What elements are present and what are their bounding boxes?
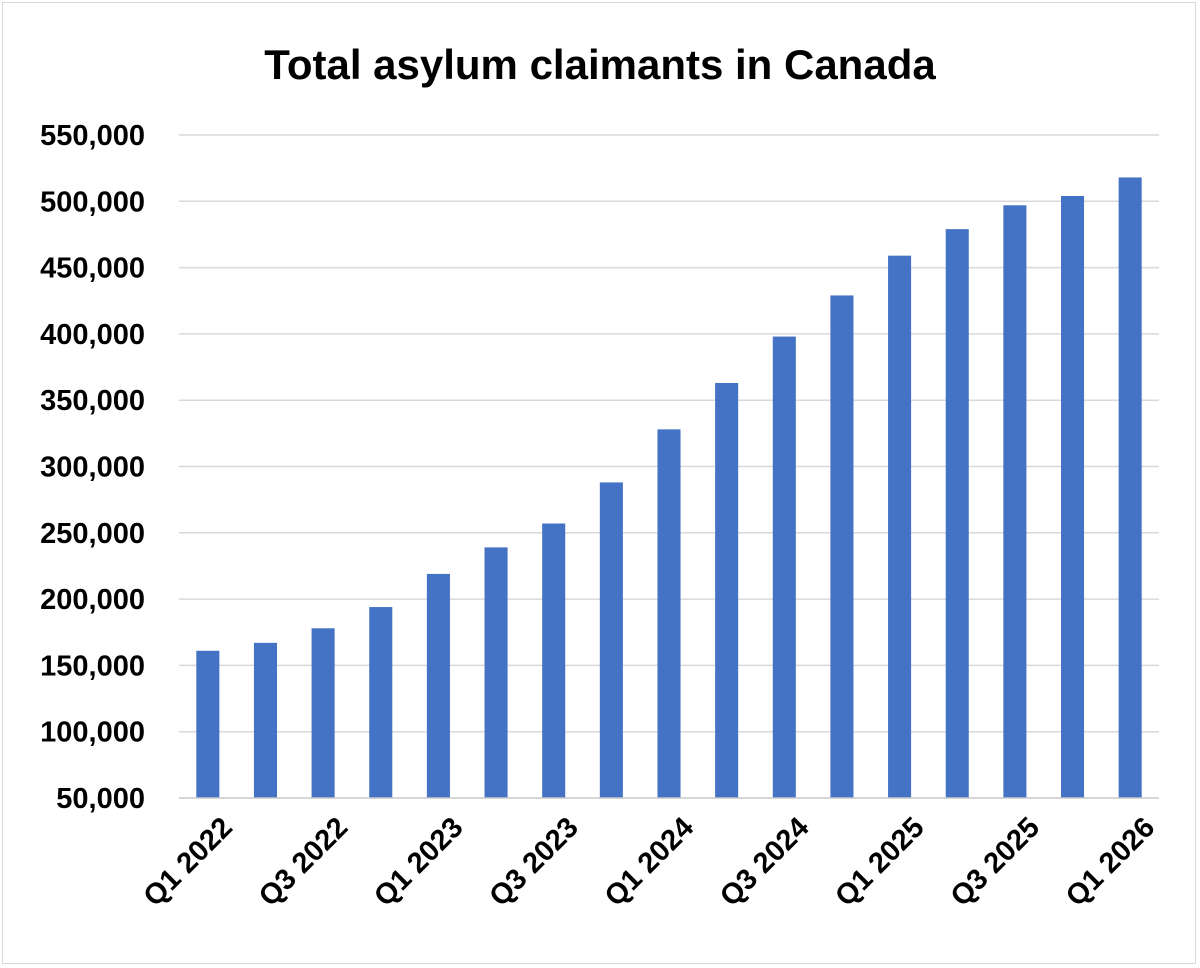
bar-q4-2025 [1061, 195, 1085, 799]
y-tick-label: 550,000 [40, 120, 145, 152]
y-tick-label: 350,000 [40, 385, 145, 417]
x-axis-ticks: Q1 2022 Q3 2022 Q1 2023 Q3 2023 Q1 2024 Q3 20… [138, 811, 1162, 912]
bar-q3-2023 [542, 523, 566, 798]
bars [196, 177, 1142, 799]
bar-q2-2025 [945, 229, 969, 798]
bar-q1-2022 [196, 650, 220, 798]
bar-q2-2022 [253, 642, 277, 798]
bar-q1-2025 [888, 255, 912, 798]
bar-q3-2024 [772, 336, 796, 798]
bar-q3-2025 [1003, 205, 1027, 798]
bar-q1-2026 [1118, 177, 1142, 798]
bar-q4-2023 [599, 482, 623, 798]
x-tick-label: Q1 2024 [599, 811, 700, 912]
x-tick-label: Q1 2022 [138, 811, 239, 912]
y-tick-label: 300,000 [40, 452, 145, 484]
x-tick-label: Q1 2023 [368, 811, 469, 912]
y-axis-ticks: 50,000 100,000 150,000 200,000 250,000 300,00… [40, 120, 145, 815]
x-tick-label: Q3 2023 [483, 811, 584, 912]
y-tick-label: 200,000 [40, 584, 145, 616]
y-tick-label: 100,000 [40, 717, 145, 749]
bar-q4-2022 [369, 607, 393, 798]
y-tick-label: 500,000 [40, 186, 145, 218]
y-tick-label: 150,000 [40, 650, 145, 682]
x-tick-label: Q3 2024 [714, 811, 815, 912]
x-tick-label: Q3 2025 [945, 811, 1046, 912]
y-tick-label: 250,000 [40, 518, 145, 550]
bar-q2-2024 [715, 382, 739, 798]
y-tick-label: 400,000 [40, 319, 145, 351]
x-tick-label: Q1 2026 [1060, 811, 1161, 912]
bar-q1-2024 [657, 429, 681, 798]
bar-chart: Total asylum claimants in Canada 50,000 1… [40, 41, 1162, 913]
bar-q3-2022 [311, 628, 335, 798]
bar-q4-2024 [830, 295, 854, 798]
x-tick-label: Q1 2025 [829, 811, 930, 912]
x-tick-label: Q3 2022 [253, 811, 354, 912]
y-tick-label: 50,000 [56, 783, 145, 815]
bar-q1-2023 [426, 573, 450, 798]
chart-title: Total asylum claimants in Canada [264, 41, 936, 88]
y-tick-label: 450,000 [40, 253, 145, 285]
bar-q2-2023 [484, 547, 508, 798]
